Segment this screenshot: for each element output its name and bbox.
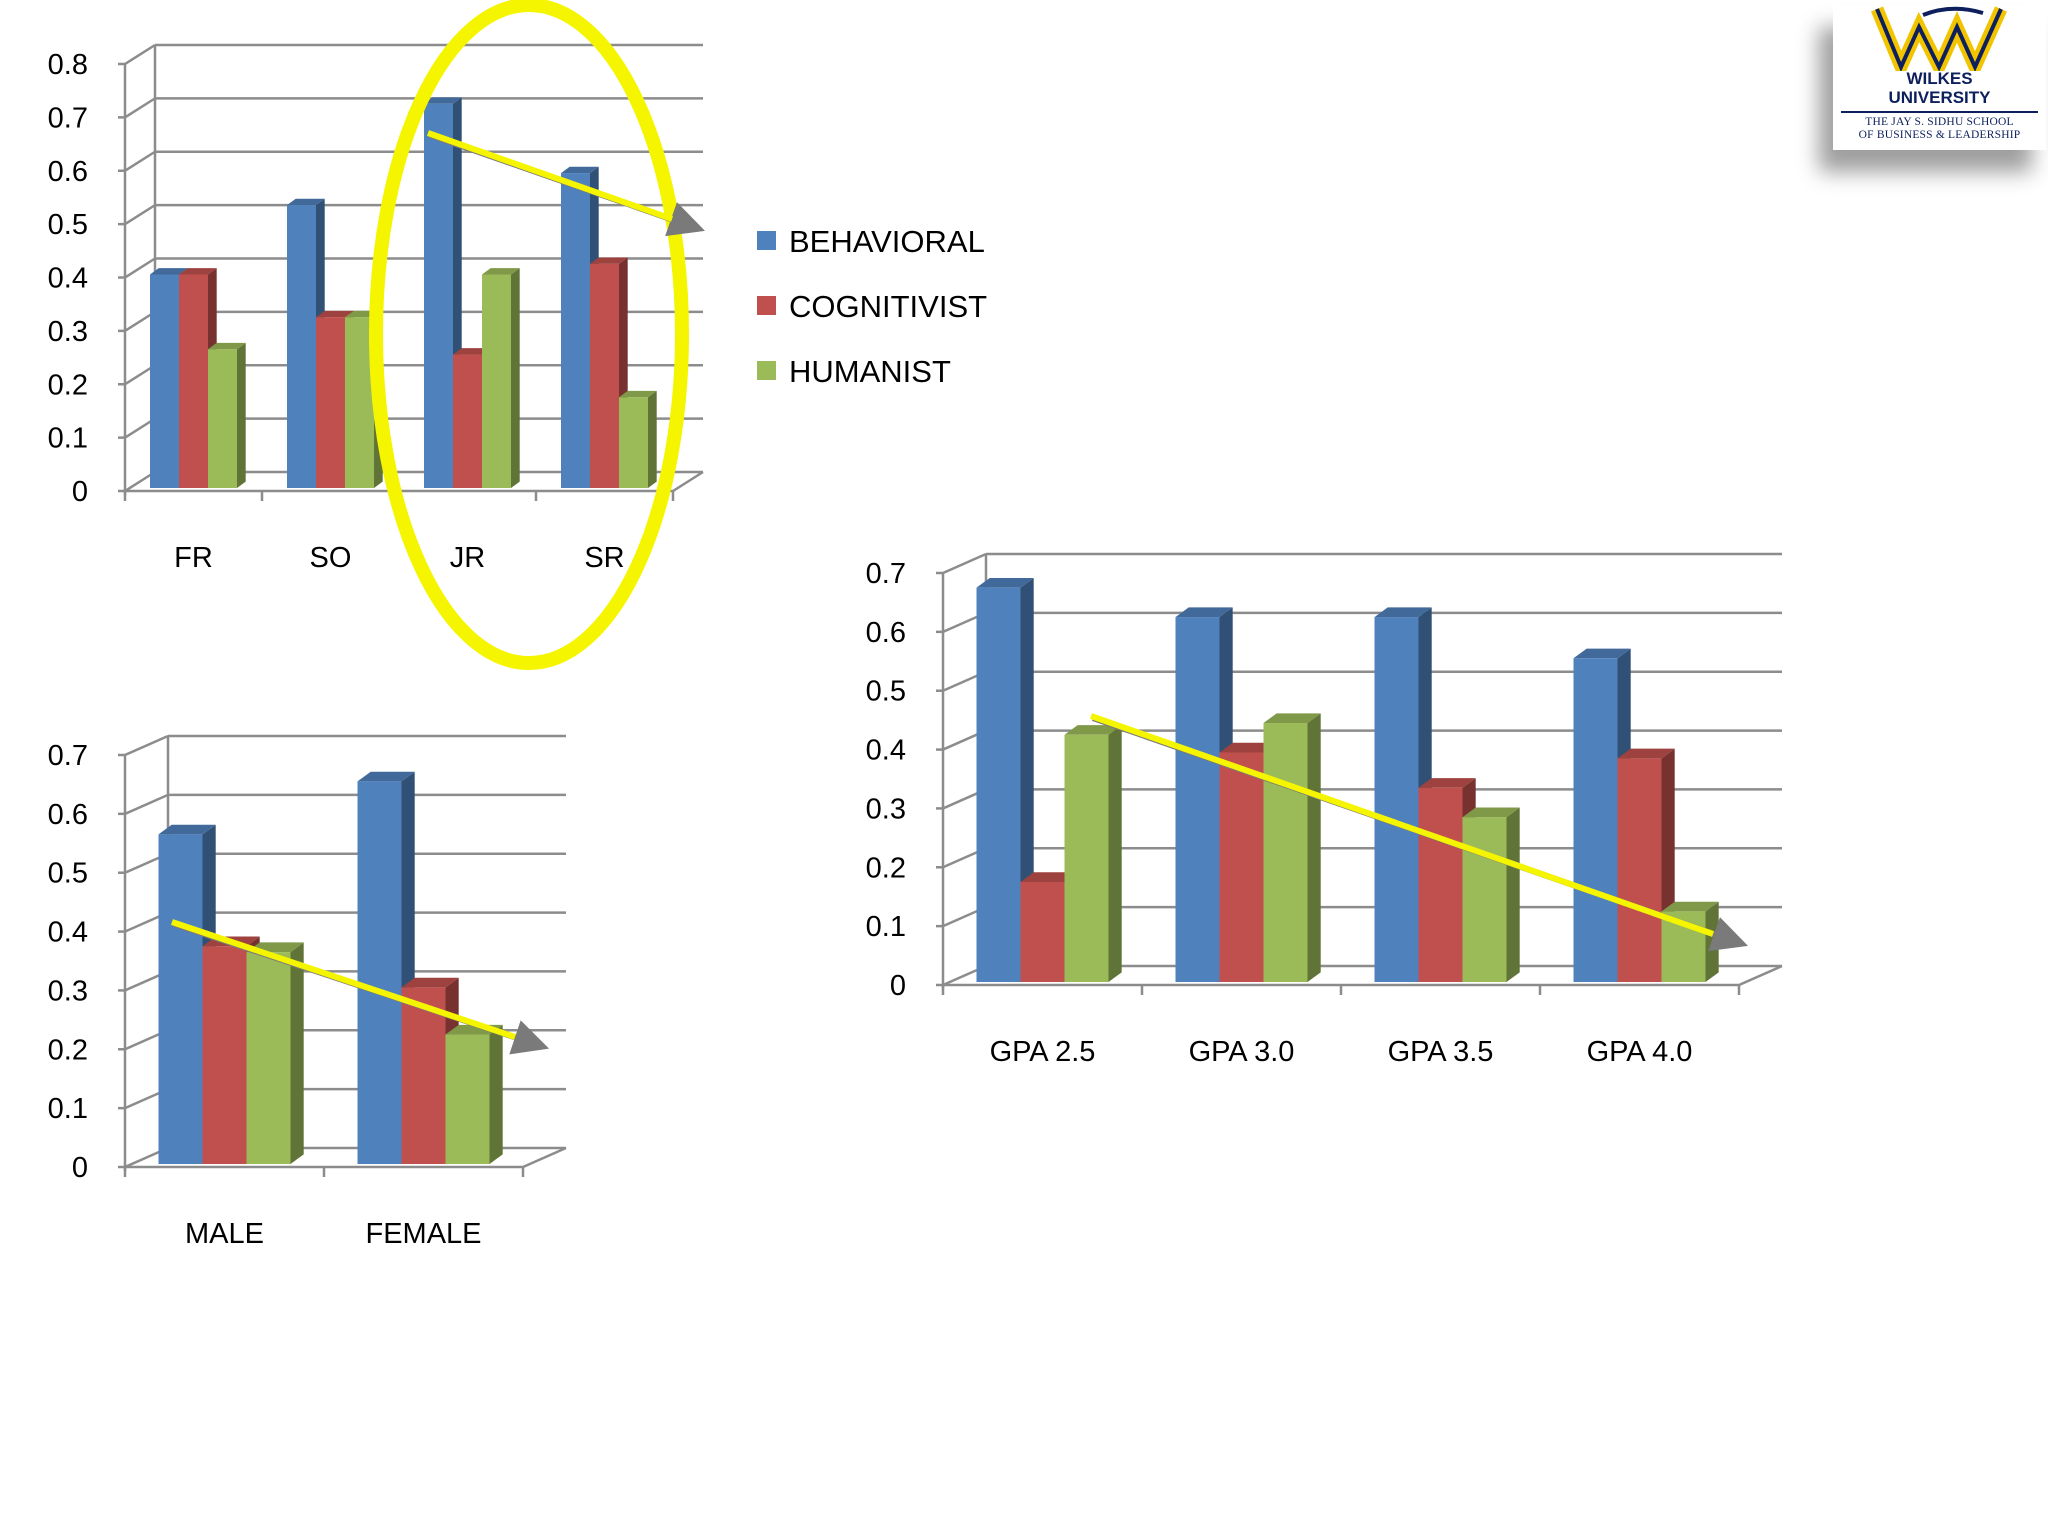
annotations [171, 0, 1749, 1055]
logo-school-line2: OF BUSINESS & LEADERSHIP [1858, 129, 2021, 141]
y-tick-label: 0.2 [866, 852, 906, 884]
y-tick-label: 0.7 [866, 558, 906, 590]
bar-humanist-male [246, 942, 304, 1164]
category-label-female: FEMALE [365, 1218, 481, 1250]
wilkes-university-logo: WILKES UNIVERSITY THE JAY S. SIDHU SCHOO… [1833, 5, 2046, 150]
w-emblem-icon [1870, 6, 2007, 71]
highlight-ellipse [369, 0, 689, 670]
y-tick-label: 0.7 [48, 102, 88, 134]
y-tick-label: 0.5 [866, 676, 906, 708]
legend-swatch-humanist [757, 361, 776, 380]
gpa-chart: 0 0.1 0.2 0.3 0.4 0.5 0.6 0.7 GPA 2.5 GPA 3.0 GPA … [866, 552, 1783, 1068]
trend-arrow-gender [171, 919, 516, 1040]
y-tick-label: 0 [890, 970, 906, 1002]
y-tick-label: 0.1 [866, 911, 906, 943]
category-label-sr: SR [584, 542, 624, 574]
y-tick-label: 0.3 [866, 793, 906, 825]
category-label-gpa-2-5: GPA 2.5 [990, 1036, 1096, 1068]
trend-arrow-class-year [427, 130, 673, 222]
bar-humanist-gpa-3-5 [1462, 807, 1520, 982]
bar-cognitivist-gpa-4-0 [1617, 748, 1675, 982]
y-tick-label: 0 [72, 476, 88, 508]
bar-humanist-jr [482, 268, 520, 488]
trend-arrow-gpa [1090, 713, 1714, 937]
y-tick-label: 0 [72, 1152, 88, 1184]
y-tick-label: 0.7 [48, 740, 88, 772]
bar-humanist-gpa-4-0 [1661, 901, 1719, 982]
y-tick-label: 0.5 [48, 209, 88, 241]
side-gridline [124, 257, 156, 279]
bar-humanist-gpa-2-5 [1064, 725, 1122, 982]
side-gridline [124, 150, 156, 172]
y-tick-label: 0.4 [48, 917, 88, 949]
bar-humanist-gpa-3-0 [1263, 713, 1321, 982]
legend-swatch-cognitivist [757, 296, 776, 315]
category-label-jr: JR [450, 542, 485, 574]
y-tick-label: 0.6 [48, 799, 88, 831]
y-tick-label: 0.3 [48, 975, 88, 1007]
y-tick-label: 0.4 [866, 735, 906, 767]
y-tick-label: 0.3 [48, 316, 88, 348]
legend-label-humanist: HUMANIST [789, 354, 951, 389]
y-tick-label: 0.1 [48, 1093, 88, 1125]
y-tick-label: 0.2 [48, 1034, 88, 1066]
class-year-chart: 0 0.1 0.2 0.3 0.4 0.5 0.6 0.7 0.8 FR SO JR SR [48, 43, 704, 574]
side-gridline [124, 204, 156, 226]
category-label-gpa-4-0: GPA 4.0 [1587, 1036, 1693, 1068]
side-gridline [124, 734, 169, 757]
y-tick-label: 0.6 [48, 156, 88, 188]
y-tick-label: 0.1 [48, 423, 88, 455]
side-gridline [124, 97, 156, 119]
legend-label-behavioral: BEHAVIORAL [789, 224, 985, 259]
legend-label-cognitivist: COGNITIVIST [789, 289, 987, 324]
bar-humanist-sr [619, 390, 657, 488]
category-label-gpa-3-0: GPA 3.0 [1189, 1036, 1295, 1068]
logo-name-line1: WILKES [1906, 69, 1973, 88]
y-tick-label: 0.8 [48, 49, 88, 81]
gender-chart: 0 0.1 0.2 0.3 0.4 0.5 0.6 0.7 MALE FEMALE [48, 734, 567, 1250]
logo-name-line2: UNIVERSITY [1888, 88, 1991, 107]
legend-swatch-behavioral [757, 231, 776, 250]
category-label-fr: FR [174, 542, 213, 574]
logo-school-line1: THE JAY S. SIDHU SCHOOL [1865, 116, 2014, 128]
legend: BEHAVIORAL COGNITIVIST HUMANIST [757, 224, 987, 389]
y-tick-label: 0.4 [48, 263, 88, 295]
category-label-male: MALE [185, 1218, 264, 1250]
logo-divider [1841, 111, 2038, 113]
bar-humanist-fr [208, 342, 246, 488]
y-tick-label: 0.6 [866, 617, 906, 649]
y-tick-label: 0.2 [48, 369, 88, 401]
category-label-so: SO [310, 542, 352, 574]
y-tick-label: 0.5 [48, 858, 88, 890]
category-label-gpa-3-5: GPA 3.5 [1388, 1036, 1494, 1068]
side-gridline [124, 43, 156, 66]
side-gridline [942, 552, 987, 575]
bar-humanist-female [445, 1024, 503, 1164]
side-gridline [124, 793, 169, 816]
